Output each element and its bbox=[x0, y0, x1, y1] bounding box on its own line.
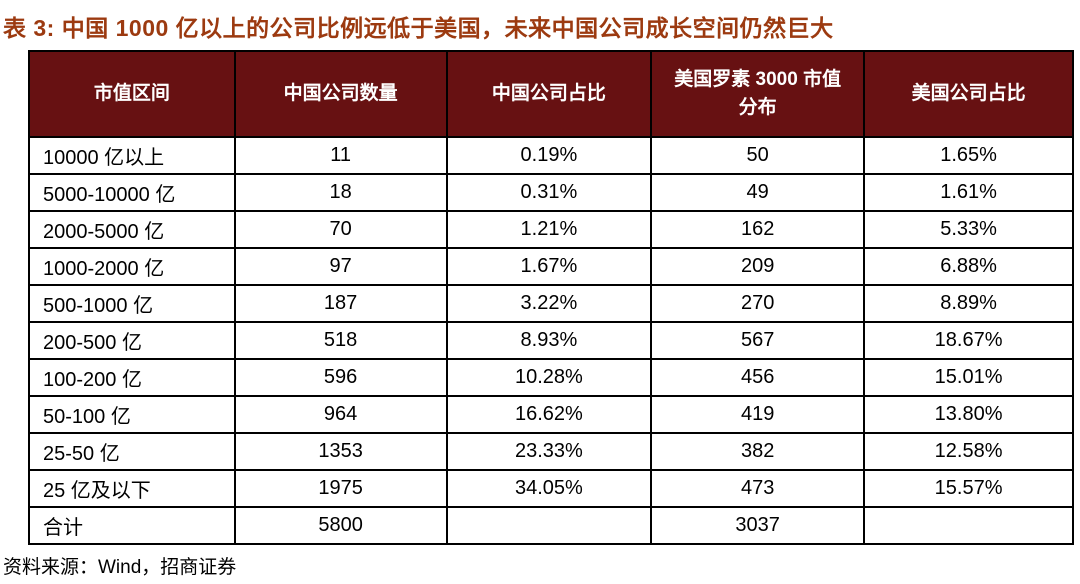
table-cell bbox=[445, 506, 653, 545]
table-title: 表 3: 中国 1000 亿以上的公司比例远低于美国，未来中国公司成长空间仍然巨… bbox=[3, 15, 834, 41]
table-cell: 500-1000 亿 bbox=[28, 284, 236, 323]
table-cell: 49 bbox=[650, 173, 866, 212]
table-cell: 11 bbox=[233, 136, 448, 175]
table-cell: 5000-10000 亿 bbox=[28, 173, 236, 212]
table-row-total: 合计 5800 3037 bbox=[28, 506, 1074, 545]
table-cell: 456 bbox=[650, 358, 866, 397]
table-row: 1000-2000 亿 97 1.67% 209 6.88% bbox=[28, 247, 1074, 286]
table-cell: 162 bbox=[650, 210, 866, 249]
table-cell: 1.65% bbox=[863, 136, 1074, 175]
table-row: 5000-10000 亿 18 0.31% 49 1.61% bbox=[28, 173, 1074, 212]
table-cell: 1975 bbox=[233, 469, 448, 508]
table-cell: 合计 bbox=[28, 506, 236, 545]
table-cell: 13.80% bbox=[863, 395, 1074, 434]
table-container: 市值区间 中国公司数量 中国公司占比 美国罗素 3000 市值分布 美国公司占比… bbox=[28, 50, 1074, 545]
table-cell: 1.21% bbox=[445, 210, 653, 249]
table-cell: 518 bbox=[233, 321, 448, 360]
table-row: 2000-5000 亿 70 1.21% 162 5.33% bbox=[28, 210, 1074, 249]
table-cell: 5.33% bbox=[863, 210, 1074, 249]
table-cell: 8.93% bbox=[445, 321, 653, 360]
table-cell: 97 bbox=[233, 247, 448, 286]
column-header-market-cap-range: 市值区间 bbox=[28, 50, 236, 138]
table-cell: 6.88% bbox=[863, 247, 1074, 286]
table-cell: 2000-5000 亿 bbox=[28, 210, 236, 249]
table-cell: 18 bbox=[233, 173, 448, 212]
table-cell bbox=[863, 506, 1074, 545]
table-row: 200-500 亿 518 8.93% 567 18.67% bbox=[28, 321, 1074, 360]
table-cell: 100-200 亿 bbox=[28, 358, 236, 397]
table-cell: 596 bbox=[233, 358, 448, 397]
table-cell: 187 bbox=[233, 284, 448, 323]
table-row: 500-1000 亿 187 3.22% 270 8.89% bbox=[28, 284, 1074, 323]
market-cap-distribution-table: 市值区间 中国公司数量 中国公司占比 美国罗素 3000 市值分布 美国公司占比… bbox=[28, 50, 1074, 545]
table-cell: 3.22% bbox=[445, 284, 653, 323]
table-cell: 34.05% bbox=[445, 469, 653, 508]
table-cell: 50 bbox=[650, 136, 866, 175]
table-cell: 209 bbox=[650, 247, 866, 286]
table-cell: 12.58% bbox=[863, 432, 1074, 471]
table-cell: 0.19% bbox=[445, 136, 653, 175]
table-cell: 1000-2000 亿 bbox=[28, 247, 236, 286]
column-header-us-company-share: 美国公司占比 bbox=[863, 50, 1074, 138]
table-row: 25-50 亿 1353 23.33% 382 12.58% bbox=[28, 432, 1074, 471]
table-row: 25 亿及以下 1975 34.05% 473 15.57% bbox=[28, 469, 1074, 508]
table-cell: 10000 亿以上 bbox=[28, 136, 236, 175]
table-cell: 25 亿及以下 bbox=[28, 469, 236, 508]
table-cell: 15.57% bbox=[863, 469, 1074, 508]
table-cell: 1.67% bbox=[445, 247, 653, 286]
table-cell: 473 bbox=[650, 469, 866, 508]
table-header-row: 市值区间 中国公司数量 中国公司占比 美国罗素 3000 市值分布 美国公司占比 bbox=[28, 50, 1074, 138]
table-cell: 1353 bbox=[233, 432, 448, 471]
table-cell: 16.62% bbox=[445, 395, 653, 434]
table-cell: 50-100 亿 bbox=[28, 395, 236, 434]
table-cell: 8.89% bbox=[863, 284, 1074, 323]
table-row: 10000 亿以上 11 0.19% 50 1.65% bbox=[28, 136, 1074, 175]
table-cell: 0.31% bbox=[445, 173, 653, 212]
table-cell: 270 bbox=[650, 284, 866, 323]
table-cell: 23.33% bbox=[445, 432, 653, 471]
column-header-china-company-share: 中国公司占比 bbox=[445, 50, 653, 138]
table-cell: 200-500 亿 bbox=[28, 321, 236, 360]
table-cell: 5800 bbox=[233, 506, 448, 545]
table-cell: 964 bbox=[233, 395, 448, 434]
table-row: 100-200 亿 596 10.28% 456 15.01% bbox=[28, 358, 1074, 397]
table-cell: 382 bbox=[650, 432, 866, 471]
table-cell: 70 bbox=[233, 210, 448, 249]
table-cell: 1.61% bbox=[863, 173, 1074, 212]
table-row: 50-100 亿 964 16.62% 419 13.80% bbox=[28, 395, 1074, 434]
table-cell: 419 bbox=[650, 395, 866, 434]
column-header-us-russell3000-distribution: 美国罗素 3000 市值分布 bbox=[650, 50, 866, 138]
table-cell: 18.67% bbox=[863, 321, 1074, 360]
table-cell: 15.01% bbox=[863, 358, 1074, 397]
column-header-china-company-count: 中国公司数量 bbox=[233, 50, 448, 138]
table-cell: 567 bbox=[650, 321, 866, 360]
table-cell: 10.28% bbox=[445, 358, 653, 397]
table-cell: 3037 bbox=[650, 506, 866, 545]
table-cell: 25-50 亿 bbox=[28, 432, 236, 471]
source-note: 资料来源：Wind，招商证券 bbox=[3, 557, 237, 578]
